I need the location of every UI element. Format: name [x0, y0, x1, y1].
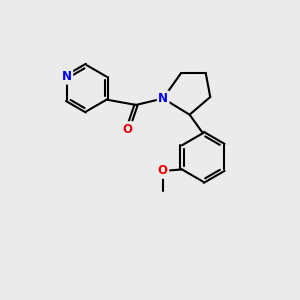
- Text: O: O: [158, 164, 168, 177]
- Text: O: O: [123, 123, 133, 136]
- Text: N: N: [62, 70, 72, 83]
- Text: N: N: [158, 92, 168, 105]
